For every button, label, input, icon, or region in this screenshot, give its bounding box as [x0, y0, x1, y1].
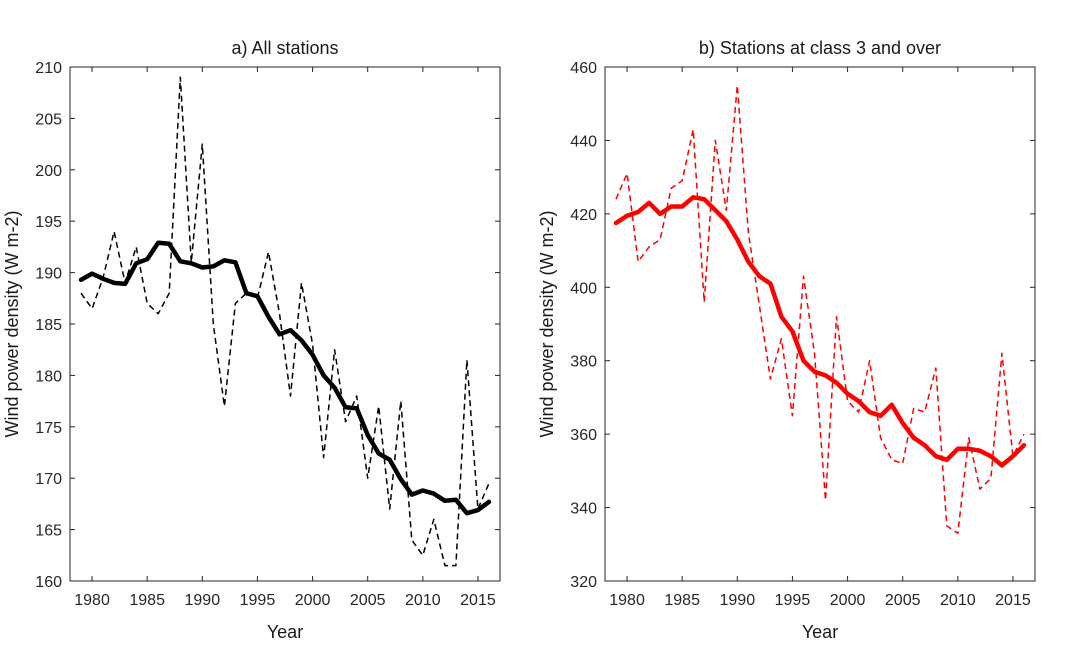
panel-a-frame	[69, 66, 501, 582]
y-tick-label: 440	[570, 133, 597, 150]
x-tick-label: 1990	[720, 592, 756, 609]
y-tick-label: 200	[35, 163, 62, 180]
panel-a-ylabel: Wind power density (W m-2)	[2, 210, 22, 437]
y-tick-label: 460	[570, 60, 597, 77]
x-tick-label: 2000	[830, 592, 866, 609]
x-tick-label: 2000	[295, 592, 331, 609]
panel-a: a) All stations 1980 1985 1990 1995 2000 2005…	[2, 38, 501, 642]
panel-a-plot	[78, 76, 492, 567]
y-tick-label: 380	[570, 354, 597, 371]
x-tick-label: 2015	[995, 592, 1031, 609]
panel-b-title: b) Stations at class 3 and over	[699, 38, 941, 58]
x-tick-label: 2010	[405, 592, 441, 609]
x-tick-label: 1995	[240, 592, 276, 609]
y-tick-label: 360	[570, 427, 597, 444]
y-tick-label: 185	[35, 317, 62, 334]
x-tick-label: 1980	[74, 592, 110, 609]
x-tick-label: 1990	[185, 592, 221, 609]
x-tick-label: 2010	[940, 592, 976, 609]
panel-b-ylabel: Wind power density (W m-2)	[537, 210, 557, 437]
y-tick-label: 400	[570, 280, 597, 297]
x-tick-label: 1985	[664, 592, 700, 609]
series-line-annual-dashed	[80, 76, 490, 567]
x-tick-label: 1995	[775, 592, 811, 609]
panel-a-xticks: 1980 1985 1990 1995 2000 2005 2010 2015	[74, 67, 496, 609]
panel-b-xlabel: Year	[802, 622, 838, 642]
x-tick-label: 2005	[350, 592, 386, 609]
y-tick-label: 205	[35, 111, 62, 128]
y-tick-label: 320	[570, 574, 597, 591]
panel-b-xticks: 1980 1985 1990 1995 2000 2005 2010 2015	[609, 67, 1031, 609]
y-tick-label: 195	[35, 214, 62, 231]
x-tick-label: 1980	[609, 592, 645, 609]
y-tick-label: 175	[35, 420, 62, 437]
y-tick-label: 210	[35, 60, 62, 77]
series-line-smoothed	[78, 240, 492, 516]
y-tick-label: 180	[35, 368, 62, 385]
y-tick-label: 160	[35, 574, 62, 591]
series-line-annual-dashed	[615, 84, 1025, 535]
y-tick-label: 190	[35, 266, 62, 283]
panel-b: b) Stations at class 3 and over 1980 1985…	[537, 38, 1036, 642]
x-tick-label: 2005	[885, 592, 921, 609]
y-tick-label: 170	[35, 471, 62, 488]
panel-a-title: a) All stations	[231, 38, 338, 58]
panel-b-frame	[604, 66, 1036, 582]
series-line-smoothed	[613, 195, 1027, 468]
y-tick-label: 340	[570, 501, 597, 518]
panel-a-yticks: 160 165 170 175 180 185 190 195 200 205 210	[35, 60, 500, 591]
panel-b-yticks: 320 340 360 380 400 420 440 460	[570, 60, 1035, 591]
x-tick-label: 2015	[460, 592, 496, 609]
panel-a-xlabel: Year	[267, 622, 303, 642]
y-tick-label: 165	[35, 523, 62, 540]
y-tick-label: 420	[570, 207, 597, 224]
x-tick-label: 1985	[129, 592, 165, 609]
panel-b-plot	[613, 84, 1027, 535]
